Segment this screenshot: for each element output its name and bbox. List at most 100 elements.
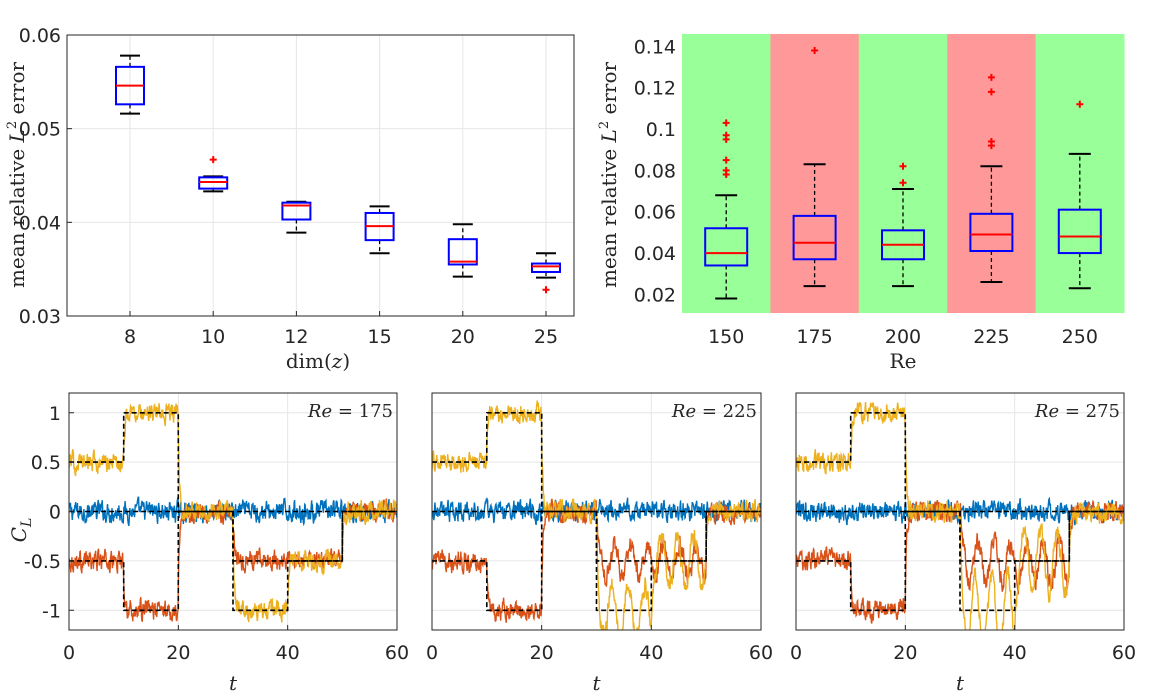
tick-label-x: 40 [276, 642, 300, 664]
box-0-25 [531, 252, 561, 294]
cl-reference-yellow [69, 412, 397, 612]
cl-xlabel: t [592, 671, 601, 695]
cl-reference-yellow [432, 412, 761, 612]
annotation-value: = 175 [332, 401, 393, 422]
tick-label-y: 0.1 [646, 119, 676, 141]
tick-label-y: 0.05 [19, 119, 61, 141]
cl-series-group [796, 401, 1124, 630]
outlier-marker [987, 73, 995, 81]
tick-label-x: 225 [973, 326, 1009, 348]
tick-label-y: -1 [42, 600, 61, 622]
tick-label-x: 60 [749, 642, 773, 664]
cl-re-annotation: Re = 275 [1034, 401, 1120, 422]
tick-label-x: 10 [201, 326, 225, 348]
tick-label-x: 250 [1062, 326, 1098, 348]
ylabel-post-2: error [597, 62, 621, 121]
tick-label-x: 20 [893, 642, 917, 664]
outlier-marker [899, 162, 907, 170]
tick-label-x: 40 [1003, 642, 1027, 664]
box-0-10 [198, 156, 229, 193]
outlier-marker [722, 119, 730, 127]
box-0-8 [115, 54, 145, 115]
box-0-12 [281, 200, 312, 234]
cl-reference-yellow [796, 412, 1124, 612]
outlier-marker [987, 88, 995, 96]
box-iqr [447, 238, 478, 266]
annotation-var: Re [671, 401, 696, 422]
cl-ylabel-var: C [7, 527, 31, 542]
box-iqr [531, 262, 561, 273]
cl-xlabel: t [229, 671, 238, 695]
box-0-20 [447, 223, 478, 278]
ylabel-post-1: error [5, 62, 29, 121]
outlier-marker [811, 47, 819, 55]
tick-label-x: 20 [451, 326, 475, 348]
annotation-var: Re [1034, 401, 1059, 422]
panel-dim-z-xlabel: dim(z) [286, 349, 350, 373]
tick-label-y: 0.02 [634, 284, 676, 306]
tick-label-y: 0.04 [634, 243, 676, 265]
ylabel-var-1: L [5, 129, 29, 143]
box-1-175 [792, 47, 837, 288]
tick-label-x: 8 [124, 326, 136, 348]
cl-re-annotation: Re = 225 [671, 401, 757, 422]
panel-dim-z-boxplot: 8 10 12 15 20 25 0.03 0.04 0.05 0.06 dim(z) mean … [5, 25, 575, 373]
panel-dim-z-axes-box [66, 34, 575, 317]
box-0-15 [364, 205, 395, 255]
tick-label-x: 60 [385, 642, 409, 664]
ylabel-text-1: mean relative [5, 142, 29, 288]
tick-label-y: 0.04 [19, 212, 61, 234]
cl-panel-1: 0 20 40 60 t Re = 225 [426, 392, 773, 695]
ylabel-sup-1: 2 [5, 121, 20, 129]
ylabel-sup-2: 2 [597, 121, 612, 129]
xlabel-dim-var: z [331, 349, 343, 373]
tick-label-y: 0.12 [634, 78, 676, 100]
outlier-marker [722, 156, 730, 164]
tick-label-x: 200 [885, 326, 921, 348]
tick-label-y: 0 [49, 502, 61, 524]
box-1-150 [704, 119, 749, 300]
tick-label-x: 0 [426, 642, 438, 664]
tick-label-y: 0.06 [19, 25, 61, 47]
tick-label-x: 12 [284, 326, 308, 348]
tick-label-y: 0.08 [634, 160, 676, 182]
xlabel-dim-close: ) [342, 349, 350, 373]
cl-series-yellow [796, 401, 1124, 630]
xlabel-dim-text: dim( [286, 349, 332, 373]
annotation-var: Re [307, 401, 332, 422]
ylabel-var-2: L [597, 129, 621, 143]
tick-label-x: 60 [1112, 642, 1136, 664]
box-iqr [1057, 208, 1102, 255]
box-iqr [281, 201, 312, 221]
outlier-marker [209, 156, 217, 164]
cl-ylabel: CL [7, 518, 35, 543]
tick-label-x: 40 [639, 642, 663, 664]
panel-dim-z-ylabel: mean relative L2 error [5, 62, 29, 289]
tick-label-y: 1 [49, 403, 61, 425]
box-1-200 [881, 162, 925, 288]
tick-label-y: 0.03 [19, 306, 61, 328]
tick-label-y: 0.14 [634, 36, 676, 58]
tick-label-x: 0 [63, 642, 75, 664]
box-iqr [792, 214, 837, 261]
cl-panel-2: 0 20 40 60 t Re = 275 [790, 392, 1136, 695]
cl-series-group [69, 402, 397, 623]
cl-xlabel: t [956, 671, 965, 695]
outlier-marker [899, 179, 907, 187]
cl-series-group [432, 400, 761, 630]
ylabel-text-2: mean relative [597, 142, 621, 288]
tick-label-x: 175 [796, 326, 832, 348]
cl-re-annotation: Re = 175 [307, 401, 393, 422]
cl-ylabel-sub: L [19, 518, 35, 528]
tick-label-x: 150 [708, 326, 744, 348]
tick-label-x: 20 [530, 642, 554, 664]
outlier-marker [542, 286, 550, 294]
tick-label-y: -0.5 [24, 551, 61, 573]
annotation-value: = 275 [1059, 401, 1120, 422]
box-iqr [704, 227, 749, 267]
panel-cl-timeseries-row: 0 20 40 60 -1 -0.5 0 0.5 1 t Re = 175 0 20 40 60 t Re = … [7, 392, 1136, 695]
tick-label-y: 0.06 [634, 202, 676, 224]
cl-axes-box [795, 392, 1125, 631]
box-1-250 [1057, 100, 1102, 290]
